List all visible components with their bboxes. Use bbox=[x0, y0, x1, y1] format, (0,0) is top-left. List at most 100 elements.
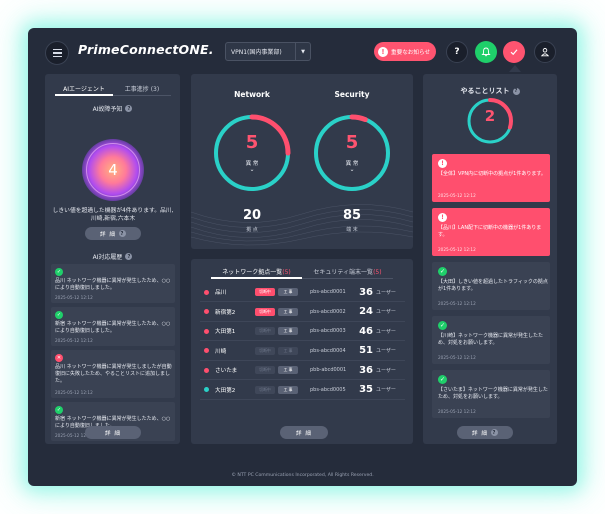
list-detail-button[interactable]: 詳 細 bbox=[280, 426, 328, 439]
user-unit: ユーザー bbox=[376, 309, 396, 315]
security-total: 85 bbox=[342, 208, 362, 223]
network-total: 20 bbox=[242, 208, 262, 223]
history-text: 品川 ネットワーク機器に異常が発生しましたが自動復旧に失敗したため、やることリス… bbox=[55, 364, 172, 384]
table-row[interactable]: さいたま 切断中工 事 pbb-abcd0001 36 ユーザー bbox=[200, 361, 405, 380]
work-badge: 工 事 bbox=[278, 385, 298, 394]
network-unit: 拠 点 bbox=[246, 227, 258, 233]
work-badge: 工 事 bbox=[278, 327, 298, 335]
site-name: 川崎 bbox=[215, 348, 227, 355]
check-circle-icon: ✓ bbox=[55, 311, 63, 319]
network-select[interactable]: VPN1(国内事業部) ▼ bbox=[225, 42, 311, 61]
table-row[interactable]: 大田第2 切断中工 事 pbs-abcd0005 35 ユーザー bbox=[200, 381, 405, 400]
todo-time: 2025-05-12 12:12 bbox=[438, 193, 476, 198]
check-circle-icon: ✓ bbox=[55, 268, 63, 276]
detail-label: 詳 細 bbox=[472, 430, 488, 437]
ai-agent-panel: AIエージェント 工事進捗 (3) AI故障予知 ? 4 しきい値を超過した機器… bbox=[45, 74, 180, 444]
cut-badge: 切断中 bbox=[255, 385, 275, 394]
todo-panel: やることリスト ? 2 ! 【全体】VPN内に切断中の拠点が1件あります。 20… bbox=[423, 74, 557, 444]
todo-time: 2025-05-12 12:12 bbox=[438, 355, 476, 360]
todo-text: 【大田】しきい値を超過したトラフィックの拠点が1件あります。 bbox=[438, 279, 548, 292]
ai-forecast-title: AI故障予知 ? bbox=[45, 104, 180, 113]
todo-time: 2025-05-12 12:12 bbox=[438, 301, 476, 306]
table-row[interactable]: 川崎 切断中工 事 pbs-abcd0004 51 ユーザー bbox=[200, 342, 405, 361]
header: PrimeConnectONE. VPN1(国内事業部) ▼ ! 重要なお知らせ… bbox=[28, 28, 577, 76]
work-badge: 工 事 bbox=[278, 307, 298, 316]
table-row[interactable]: 新宿第2 切断中工 事 pbs-abcd0002 24 ユーザー bbox=[200, 303, 405, 322]
todo-detail-button[interactable]: 詳 細 ? bbox=[457, 426, 513, 439]
important-notice-button[interactable]: ! 重要なお知らせ bbox=[374, 42, 436, 61]
help-icon[interactable]: ? bbox=[125, 253, 133, 260]
help-icon[interactable]: ? bbox=[446, 41, 468, 63]
chevron-down-icon: ⌄ bbox=[349, 166, 355, 173]
todo-arc bbox=[467, 98, 513, 144]
forecast-detail-button[interactable]: 詳 細 ? bbox=[85, 227, 141, 240]
todo-item[interactable]: ✓ 【大田】しきい値を超過したトラフィックの拠点が1件あります。 2025-05… bbox=[432, 262, 550, 310]
history-time: 2025-05-12 12:12 bbox=[55, 433, 93, 438]
user-count: 36 bbox=[359, 364, 373, 376]
network-gauge[interactable]: 5 異 常 ⌄ bbox=[211, 112, 293, 194]
todo-pointer bbox=[509, 65, 521, 72]
network-title: Network bbox=[234, 90, 270, 99]
network-select-value: VPN1(国内事業部) bbox=[231, 49, 282, 56]
todo-item[interactable]: ! 【品川】LAN配下に切断中の機器が1件あります。 2025-05-12 12… bbox=[432, 208, 550, 256]
history-time: 2025-05-12 12:12 bbox=[55, 338, 93, 343]
user-count: 35 bbox=[359, 384, 373, 395]
site-name: 新宿第2 bbox=[215, 309, 236, 316]
work-badge: 工 事 bbox=[278, 288, 298, 296]
user-unit: ユーザー bbox=[376, 328, 396, 335]
site-name: 大田第2 bbox=[215, 387, 236, 394]
todo-item[interactable]: ✓ 【さいたま】ネットワーク機器に異常が発生したため、対処をお願いします。 20… bbox=[432, 370, 550, 418]
history-item[interactable]: ✕ 品川 ネットワーク機器に異常が発生しましたが自動復旧に失敗したため、やること… bbox=[51, 350, 175, 398]
tab-construction[interactable]: 工事進捗 (3) bbox=[113, 82, 171, 96]
tab-ai-agent[interactable]: AIエージェント bbox=[55, 82, 113, 96]
todo-item[interactable]: ✓ 【川崎】ネットワーク機器に異常が発生したため、対処をお願いします。 2025… bbox=[432, 316, 550, 364]
tab-count: (5) bbox=[282, 269, 291, 276]
chevron-down-icon: ▼ bbox=[295, 43, 310, 60]
security-abnormal-label: 異 常 bbox=[345, 161, 359, 167]
footer-copyright: © NTT PC Communications Incorporated, Al… bbox=[231, 473, 374, 478]
orb-ring bbox=[86, 143, 140, 197]
user-icon[interactable] bbox=[534, 41, 556, 63]
history-text: 品川 ネットワーク機器に異常が発生したため、○○により自動復旧しました。 bbox=[55, 278, 171, 291]
security-title: Security bbox=[334, 90, 370, 99]
cut-badge: 切断中 bbox=[255, 288, 275, 296]
todo-text: 【品川】LAN配下に切断中の機器が1件あります。 bbox=[438, 225, 542, 238]
todo-item[interactable]: ! 【全体】VPN内に切断中の拠点が1件あります。 2025-05-12 12:… bbox=[432, 154, 550, 202]
user-count: 36 bbox=[359, 286, 373, 298]
list-tabs: ネットワーク拠点一覧(5) セキュリティ端末一覧(5) bbox=[211, 265, 393, 279]
work-badge: 工 事 bbox=[278, 366, 298, 374]
tab-count: (5) bbox=[373, 269, 382, 276]
tab-label: セキュリティ端末一覧 bbox=[313, 269, 374, 276]
network-ring bbox=[213, 114, 291, 192]
check-icon[interactable] bbox=[503, 41, 525, 63]
security-ring bbox=[313, 114, 391, 192]
detail-label: 詳 細 bbox=[100, 231, 116, 238]
help-icon[interactable]: ? bbox=[512, 87, 520, 95]
tab-network-sites[interactable]: ネットワーク拠点一覧(5) bbox=[211, 265, 302, 279]
cut-badge: 切断中 bbox=[255, 346, 275, 355]
bell-icon[interactable] bbox=[475, 41, 497, 63]
user-count: 51 bbox=[359, 345, 373, 356]
left-tabs: AIエージェント 工事進捗 (3) bbox=[55, 82, 171, 96]
security-abnormal-count: 5 bbox=[345, 132, 359, 153]
table-row[interactable]: 品川 切断中工 事 pbs-abcd0001 36 ユーザー bbox=[200, 283, 405, 302]
menu-icon[interactable] bbox=[45, 41, 69, 65]
table-row[interactable]: 大田第1 切断中工 事 pbs-abcd0003 46 ユーザー bbox=[200, 322, 405, 341]
help-icon[interactable]: ? bbox=[125, 105, 133, 112]
security-unit: 端 末 bbox=[346, 227, 358, 233]
ai-history-title-text: AI対応履歴 bbox=[92, 254, 123, 261]
alert-icon: ! bbox=[438, 159, 447, 168]
tab-security-devices[interactable]: セキュリティ端末一覧(5) bbox=[302, 265, 393, 279]
left-detail-button[interactable]: 詳 細 bbox=[85, 426, 141, 439]
history-item[interactable]: ✓ 品川 ネットワーク機器に異常が発生したため、○○により自動復旧しました。 2… bbox=[51, 264, 175, 303]
user-unit: ユーザー bbox=[376, 387, 396, 393]
chevron-down-icon: ⌄ bbox=[249, 166, 255, 173]
user-unit: ユーザー bbox=[376, 289, 396, 296]
history-text: 新宿 ネットワーク機器に異常が発生したため、○○により自動復旧しました。 bbox=[55, 416, 171, 429]
site-name: さいたま bbox=[215, 368, 238, 374]
site-id: pbs-abcd0001 bbox=[310, 289, 346, 295]
site-name: 品川 bbox=[215, 290, 227, 296]
help-icon: ? bbox=[490, 429, 498, 436]
history-item[interactable]: ✓ 新宿 ネットワーク機器に異常が発生したため、○○により自動復旧しました。 2… bbox=[51, 307, 175, 346]
security-gauge[interactable]: 5 異 常 ⌄ bbox=[311, 112, 393, 194]
